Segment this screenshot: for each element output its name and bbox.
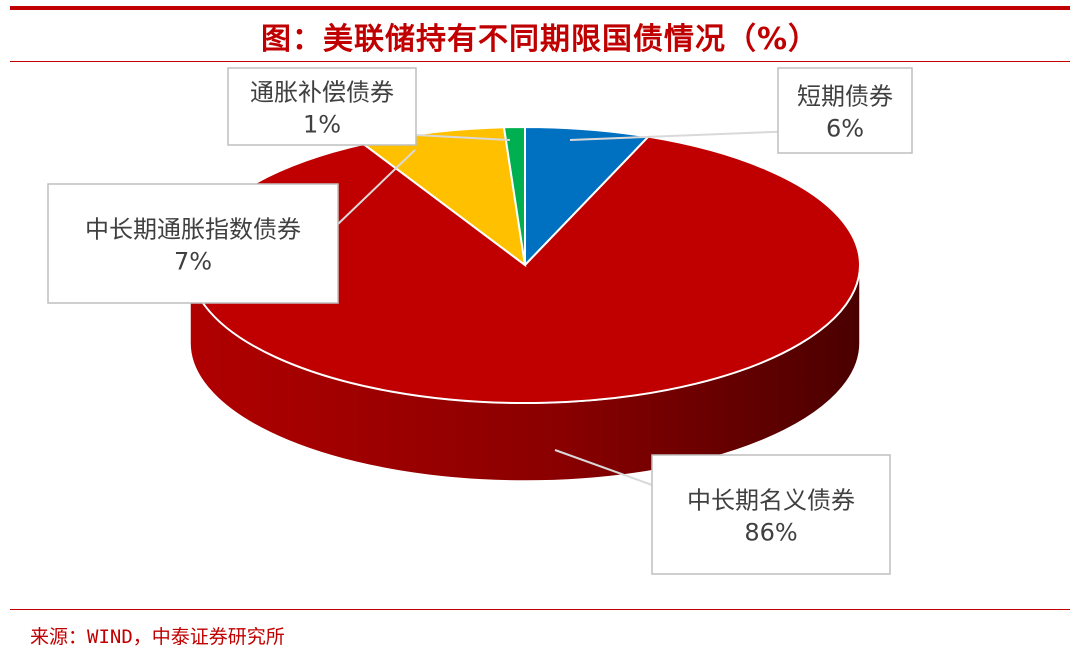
leader-line-3 xyxy=(337,149,416,225)
leader-line-2 xyxy=(554,449,653,486)
leader-line-1 xyxy=(569,130,779,141)
label-box xyxy=(777,67,913,154)
source-rule xyxy=(10,609,1070,610)
slice-label-1: 短期债券 6% xyxy=(777,67,913,154)
slice-label-2: 中长期名义债券 86% xyxy=(651,454,891,575)
label-box xyxy=(651,454,891,575)
slice-category-label: 中长期通胀指数债券 xyxy=(85,216,301,244)
slice-value-label: 1% xyxy=(303,111,341,139)
pie-slices xyxy=(189,125,861,404)
slice-value-label: 86% xyxy=(744,519,797,547)
slice-value-label: 7% xyxy=(174,248,212,276)
label-box xyxy=(227,67,417,146)
leader-line-4 xyxy=(415,134,511,141)
leader-lines xyxy=(337,130,779,486)
slice-category-label: 中长期名义债券 xyxy=(687,487,855,515)
top-rule xyxy=(10,6,1070,10)
slice-category-label: 通胀补偿债券 xyxy=(250,79,394,107)
label-box xyxy=(47,183,339,304)
slice-labels: 短期债券 6% 中长期名义债券 86% 中长期通胀指数债券 7% 通胀补偿债券 1% xyxy=(47,67,913,575)
slice-category-label: 短期债券 xyxy=(797,83,893,111)
slice-label-4: 通胀补偿债券 1% xyxy=(227,67,417,146)
slice-value-label: 6% xyxy=(826,115,864,143)
title-rule xyxy=(10,61,1070,62)
chart-title: 图：美联储持有不同期限国债情况（%） xyxy=(260,22,820,57)
source-note: 来源：WIND，中泰证券研究所 xyxy=(30,626,285,648)
slice-label-3: 中长期通胀指数债券 7% xyxy=(47,183,339,304)
pie-slice-4 xyxy=(502,125,526,266)
